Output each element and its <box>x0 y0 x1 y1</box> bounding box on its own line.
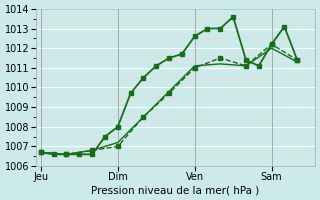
X-axis label: Pression niveau de la mer( hPa ): Pression niveau de la mer( hPa ) <box>91 185 260 195</box>
